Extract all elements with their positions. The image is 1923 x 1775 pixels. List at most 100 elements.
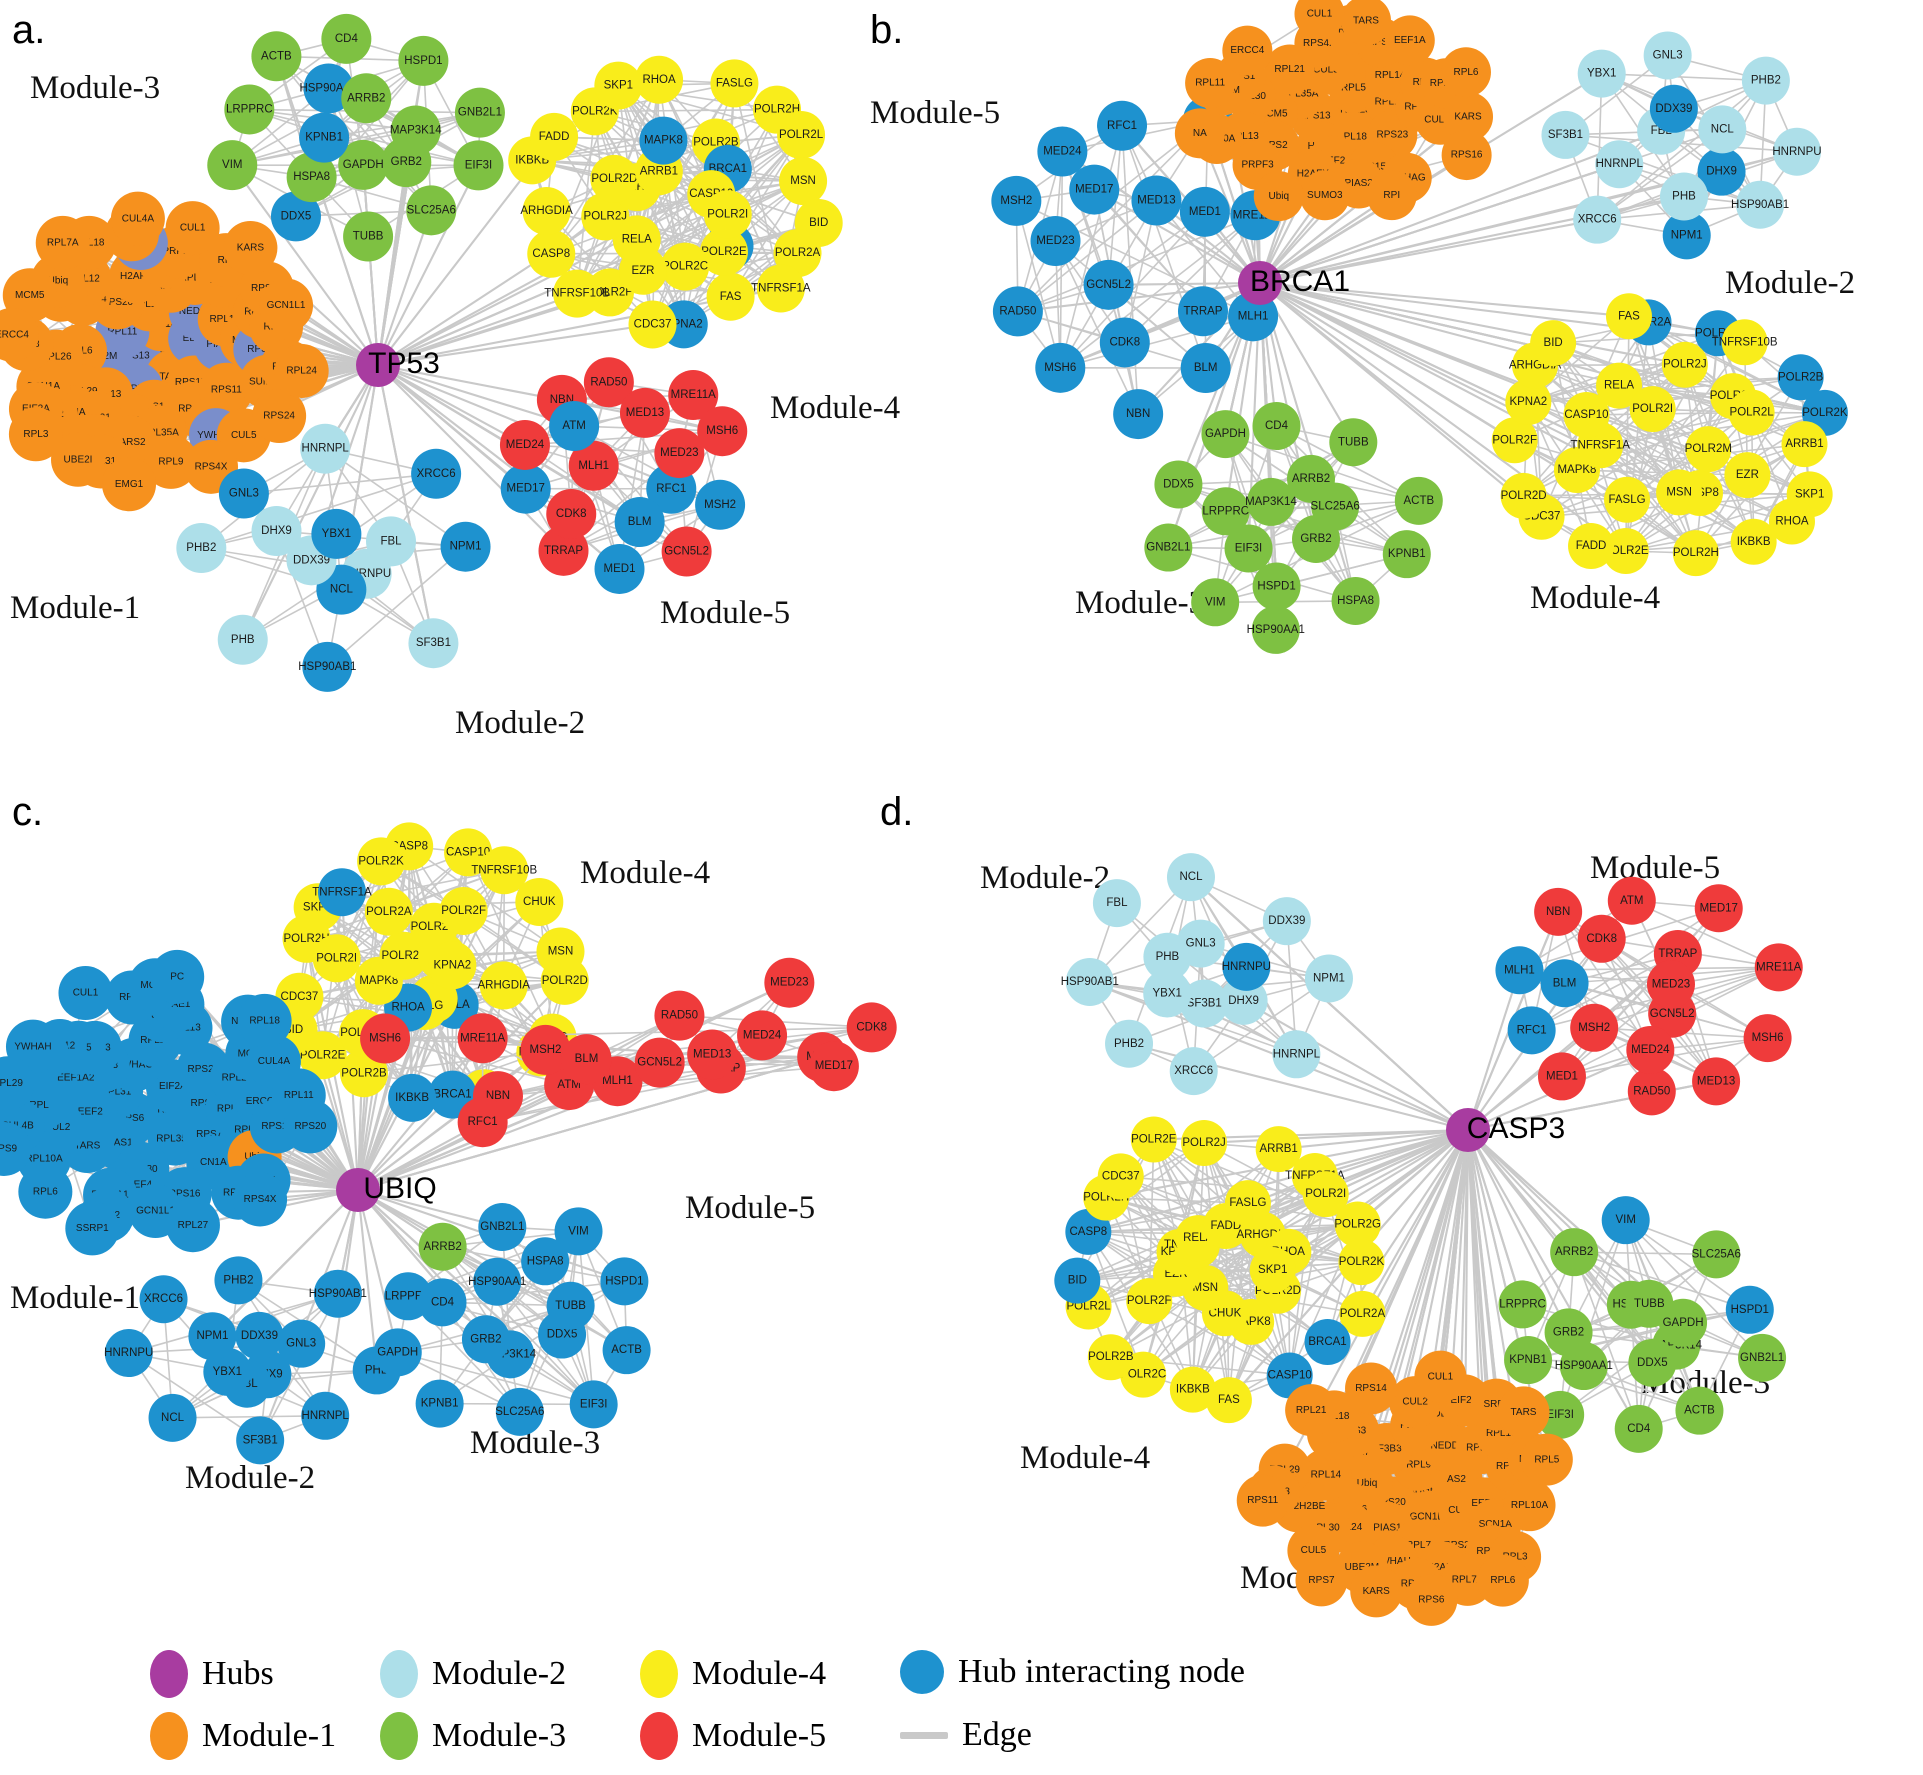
node-circle[interactable] <box>1724 452 1771 499</box>
node-circle[interactable] <box>283 1099 338 1154</box>
node-circle[interactable] <box>1649 84 1698 133</box>
network-node[interactable]: KPNB1 <box>415 1379 464 1428</box>
network-node[interactable]: CDC37 <box>1097 1153 1144 1200</box>
network-node[interactable]: HSPD1 <box>600 1257 649 1306</box>
node-circle[interactable] <box>520 1024 571 1075</box>
network-node[interactable]: DDX39 <box>1262 897 1311 946</box>
network-node[interactable]: LRPPRC <box>1201 487 1250 536</box>
node-circle[interactable] <box>390 105 441 156</box>
node-circle[interactable] <box>549 400 600 451</box>
network-node[interactable]: VIM <box>1191 578 1240 627</box>
node-circle[interactable] <box>1154 460 1203 509</box>
node-circle[interactable] <box>51 432 106 487</box>
node-circle[interactable] <box>1205 1377 1252 1424</box>
node-circle[interactable] <box>600 1257 649 1306</box>
node-circle[interactable] <box>165 1198 220 1253</box>
node-circle[interactable] <box>1570 1003 1619 1052</box>
node-circle[interactable] <box>500 463 551 514</box>
hub-node-ubiq[interactable]: UBIQ <box>336 1168 437 1212</box>
network-node[interactable]: ARRB2 <box>1550 1228 1599 1277</box>
network-node[interactable]: GNB2L1 <box>1144 523 1193 572</box>
network-node[interactable]: POLR2J <box>1181 1119 1228 1166</box>
network-node[interactable]: FAS <box>1605 293 1652 340</box>
network-node[interactable]: FASLG <box>710 59 759 108</box>
node-circle[interactable] <box>1656 469 1703 516</box>
network-node[interactable]: RPS4X <box>233 1172 288 1227</box>
network-node[interactable]: NPM1 <box>1304 954 1353 1003</box>
node-circle[interactable] <box>1498 1280 1547 1329</box>
node-circle[interactable] <box>710 59 759 108</box>
network-node[interactable]: FADD <box>1568 523 1615 570</box>
network-node[interactable]: BLM <box>1180 343 1231 394</box>
node-circle[interactable] <box>150 949 205 1004</box>
node-circle[interactable] <box>1253 171 1304 222</box>
node-circle[interactable] <box>1097 1153 1144 1200</box>
hub-node-tp53[interactable]: TP53 <box>356 343 440 387</box>
node-circle[interactable] <box>1520 1433 1573 1486</box>
network-node[interactable]: RHOA <box>635 55 684 104</box>
network-node[interactable]: NCL <box>148 1393 197 1442</box>
network-node[interactable]: MED1 <box>1179 186 1230 237</box>
node-circle[interactable] <box>1130 1116 1177 1163</box>
network-node[interactable]: BLM <box>1540 959 1589 1008</box>
node-circle[interactable] <box>1338 1239 1385 1286</box>
node-circle[interactable] <box>341 73 392 124</box>
network-node[interactable]: ATM <box>549 400 600 451</box>
node-circle[interactable] <box>706 272 755 321</box>
node-circle[interactable] <box>1035 342 1086 393</box>
node-circle[interactable] <box>1573 195 1622 244</box>
node-circle[interactable] <box>654 428 705 479</box>
hub-node-casp3[interactable]: CASP3 <box>1446 1108 1565 1152</box>
node-circle[interactable] <box>418 1278 467 1327</box>
node-circle[interactable] <box>302 641 353 692</box>
node-circle[interactable] <box>628 300 677 349</box>
network-node[interactable]: POLR2I <box>1629 386 1676 433</box>
node-circle[interactable] <box>1295 1554 1348 1607</box>
node-circle[interactable] <box>695 479 746 530</box>
network-node[interactable]: HNRNPL <box>301 1391 349 1440</box>
network-node[interactable]: RPL6 <box>1476 1554 1529 1607</box>
node-circle[interactable] <box>703 190 752 239</box>
node-circle[interactable] <box>1097 100 1148 151</box>
node-circle[interactable] <box>1334 1201 1381 1248</box>
network-node[interactable]: BLM <box>614 497 665 548</box>
node-circle[interactable] <box>218 468 269 519</box>
node-circle[interactable] <box>1675 1386 1724 1435</box>
network-node[interactable]: GNL3 <box>1643 31 1692 80</box>
node-circle[interactable] <box>1563 391 1610 438</box>
node-circle[interactable] <box>364 887 413 936</box>
node-circle[interactable] <box>1030 216 1081 267</box>
network-node[interactable]: VIM <box>1601 1196 1650 1245</box>
node-circle[interactable] <box>139 1275 188 1324</box>
network-node[interactable]: MED17 <box>808 1041 859 1092</box>
node-circle[interactable] <box>312 934 361 983</box>
network-node[interactable]: SKP1 <box>1249 1247 1296 1294</box>
node-circle[interactable] <box>8 407 63 462</box>
node-circle[interactable] <box>1497 1386 1550 1439</box>
network-node[interactable]: CUL1 <box>1414 1350 1467 1403</box>
node-circle[interactable] <box>286 152 337 203</box>
network-node[interactable]: TUBB <box>546 1281 595 1330</box>
network-node[interactable]: CDC37 <box>628 300 677 349</box>
network-node[interactable]: ACTB <box>1394 476 1443 525</box>
node-circle[interactable] <box>1382 530 1431 579</box>
network-node[interactable]: KPNB1 <box>1504 1336 1553 1385</box>
node-circle[interactable] <box>1304 1319 1351 1366</box>
node-circle[interactable] <box>1721 319 1768 366</box>
node-circle[interactable] <box>457 1013 508 1064</box>
network-node[interactable]: ACTB <box>602 1326 651 1375</box>
node-circle[interactable] <box>1181 1119 1228 1166</box>
node-circle[interactable] <box>1294 0 1345 39</box>
node-circle[interactable] <box>143 434 198 489</box>
node-circle[interactable] <box>687 1029 738 1080</box>
node-circle[interactable] <box>1698 105 1747 154</box>
network-node[interactable]: CDK8 <box>846 1002 897 1053</box>
network-node[interactable]: DHX9 <box>251 505 302 556</box>
node-circle[interactable] <box>415 1379 464 1428</box>
network-node[interactable]: GNL3 <box>218 468 269 519</box>
network-node[interactable]: HSPD1 <box>1252 562 1301 611</box>
network-node[interactable]: RPL3 <box>8 407 63 462</box>
network-node[interactable]: POLR2D <box>590 154 639 203</box>
node-circle[interactable] <box>1272 1030 1321 1079</box>
network-node[interactable]: PHB2 <box>1105 1019 1154 1068</box>
